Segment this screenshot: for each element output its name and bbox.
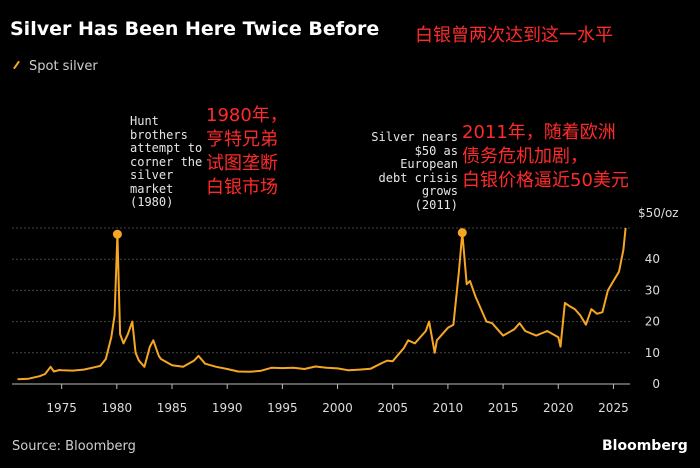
x-tick-label: 2010 <box>433 401 464 415</box>
annotation-line: (2011) <box>414 197 458 212</box>
peak-marker <box>457 228 467 238</box>
y-tick-label: 30 <box>645 283 660 297</box>
annotation-line: $50 as <box>414 143 458 158</box>
annotation-line: 亨特兄弟 <box>206 129 278 150</box>
x-tick-label: 2000 <box>322 401 353 415</box>
annotation-2011-chinese: 2011年，随着欧洲 债务危机加剧， 白银价格逼近50美元 <box>462 121 629 193</box>
annotation-line: 白银市场 <box>206 177 278 198</box>
annotation-line: debt crisis <box>378 170 458 185</box>
annotation-line: Hunt <box>130 114 159 128</box>
annotation-line: 1980年， <box>206 105 288 126</box>
x-tick-label: 2025 <box>598 401 629 415</box>
annotation-line: 2011年，随着欧洲 <box>462 122 616 143</box>
x-tick-label: 1975 <box>46 401 77 415</box>
annotation-line: grows <box>421 184 458 198</box>
y-tick-label: 40 <box>645 252 660 266</box>
x-tick-label: 2005 <box>377 401 408 415</box>
y-tick-label: 20 <box>645 315 660 329</box>
annotation-line: (1980) <box>130 195 174 209</box>
annotation-line: brothers <box>130 127 188 142</box>
x-tick-label: 1990 <box>212 401 243 415</box>
x-tick-label: 1985 <box>157 401 188 415</box>
annotation-line: corner the <box>130 154 203 169</box>
annotation-line: 白银价格逼近50美元 <box>462 170 629 191</box>
annotation-1980: Hunt brothers attempt to corner the silv… <box>130 114 203 210</box>
annotation-line: silver <box>130 168 174 182</box>
annotation-line: 试图垄断 <box>206 153 278 174</box>
annotation-1980-chinese: 1980年， 亨特兄弟 试图垄断 白银市场 <box>206 104 288 200</box>
chart-title: Silver Has Been Here Twice Before <box>10 18 380 40</box>
annotation-2011: Silver nears $50 as European debt crisis… <box>368 130 458 212</box>
chart-title-chinese: 白银曾两次达到这一水平 <box>415 25 613 46</box>
peak-marker <box>112 229 122 239</box>
y-tick-label: 10 <box>645 346 660 360</box>
x-tick-label: 2015 <box>488 401 519 415</box>
source-note: Source: Bloomberg <box>12 439 136 454</box>
legend-label: Spot silver <box>29 59 98 74</box>
annotation-line: attempt to <box>130 141 203 155</box>
annotation-line: 债务危机加剧， <box>462 146 588 167</box>
annotation-line: market <box>130 181 174 196</box>
series-line-spot-silver <box>17 227 627 381</box>
y-axis-unit-label: $50/oz <box>638 206 679 220</box>
x-tick-label: 2020 <box>543 401 574 415</box>
annotation-line: Silver nears <box>371 130 458 144</box>
legend: Spot silver <box>12 59 98 74</box>
bloomberg-logo: Bloomberg <box>602 438 688 454</box>
x-tick-label: 1980 <box>102 401 133 415</box>
x-tick-label: 1995 <box>267 401 298 415</box>
annotation-line: European <box>400 157 458 171</box>
y-tick-label: 0 <box>652 377 660 391</box>
